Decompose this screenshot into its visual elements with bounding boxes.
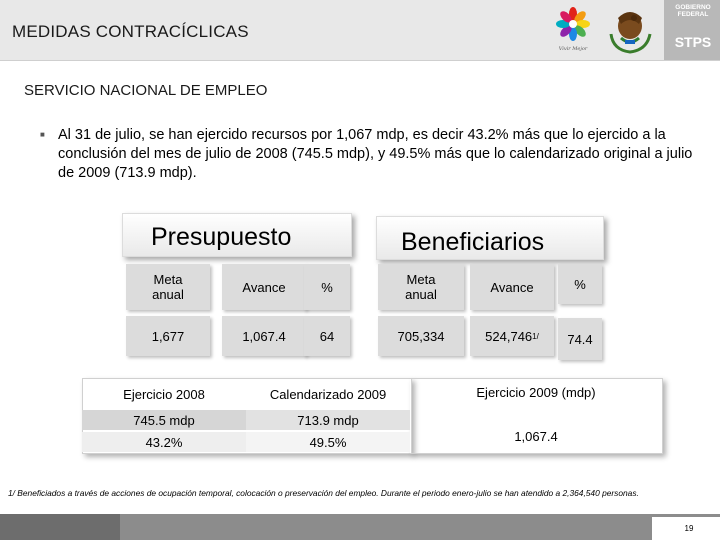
comparison-header-2008: Ejercicio 2008	[82, 384, 246, 404]
gobierno-federal-label: GOBIERNO FEDERAL	[675, 4, 711, 18]
comparison-cal2009-mdp: 713.9 mdp	[246, 410, 410, 430]
comparison-header-2008-text: Ejercicio 2008	[123, 386, 205, 402]
beneficiarios-title: Beneficiarios	[376, 216, 604, 260]
presupuesto-value-avance: 1,067.4	[222, 316, 306, 356]
comparison-header-cal2009: Calendarizado 2009	[246, 384, 410, 404]
vivir-mejor-logo-icon: Vivir Mejor	[556, 7, 590, 52]
stps-logo-box	[664, 0, 720, 60]
beneficiarios-header-avance: Avance	[470, 264, 554, 310]
footnote: 1/ Beneficiados a través de acciones de …	[8, 488, 639, 498]
comparison-cal2009-pct: 49.5%	[246, 432, 410, 452]
beneficiarios-header-pct-text: %	[574, 276, 586, 292]
presupuesto-header-meta-text: Meta anual	[152, 272, 184, 302]
logo-caption: Vivir Mejor	[559, 46, 588, 52]
beneficiarios-header-meta-text: Meta anual	[405, 272, 437, 302]
footnote-mark: 1/	[532, 331, 539, 341]
mexico-coat-of-arms-icon	[609, 12, 652, 54]
bullet-square-icon: ■	[40, 130, 45, 139]
presupuesto-title-text: Presupuesto	[151, 223, 292, 251]
comparison-2008-mdp-text: 745.5 mdp	[133, 412, 195, 428]
comparison-2008-mdp: 745.5 mdp	[82, 410, 246, 430]
comparison-box-right	[410, 378, 663, 454]
comparison-2008-pct: 43.2%	[82, 432, 246, 452]
beneficiarios-value-meta-text: 705,334	[397, 328, 445, 344]
beneficiarios-value-avance-text: 524,746	[485, 328, 533, 344]
presupuesto-title: Presupuesto	[122, 213, 352, 257]
presupuesto-header-avance-text: Avance	[242, 279, 286, 295]
beneficiarios-value-avance: 524,746 1/	[470, 316, 554, 356]
comparison-2009-total-text: 1,067.4	[514, 428, 558, 444]
comparison-2008-pct-text: 43.2%	[145, 434, 183, 450]
beneficiarios-header-pct: %	[558, 264, 602, 304]
bullet-paragraph: Al 31 de julio, se han ejercido recursos…	[58, 127, 693, 181]
footer-bar	[0, 514, 720, 540]
beneficiarios-title-text: Beneficiarios	[401, 228, 545, 256]
beneficiarios-value-pct-text: 74.4	[567, 331, 593, 347]
presupuesto-value-pct: 64	[304, 316, 350, 356]
presupuesto-header-pct: %	[304, 264, 350, 310]
presupuesto-value-meta-text: 1,677	[151, 328, 185, 344]
slide-header	[0, 0, 720, 61]
comparison-cal2009-mdp-text: 713.9 mdp	[297, 412, 359, 428]
slide-title: MEDIDAS CONTRACÍCLICAS	[12, 22, 249, 41]
section-title: SERVICIO NACIONAL DE EMPLEO	[24, 82, 268, 99]
comparison-header-cal2009-text: Calendarizado 2009	[269, 386, 387, 402]
presupuesto-value-meta: 1,677	[126, 316, 210, 356]
page-number-box	[652, 517, 720, 540]
stps-label: STPS	[674, 34, 712, 50]
presupuesto-header-pct-text: %	[321, 279, 333, 295]
footer-accent	[0, 514, 120, 540]
presupuesto-value-pct-text: 64	[319, 328, 335, 344]
beneficiarios-value-pct: 74.4	[558, 318, 602, 360]
page-number: 19	[684, 524, 694, 533]
presupuesto-value-avance-text: 1,067.4	[242, 328, 286, 344]
comparison-header-2009-text: Ejercicio 2009 (mdp)	[476, 384, 596, 400]
beneficiarios-header-avance-text: Avance	[490, 279, 534, 295]
presupuesto-header-meta: Meta anual	[126, 264, 210, 310]
comparison-header-2009: Ejercicio 2009 (mdp)	[418, 382, 654, 402]
beneficiarios-header-meta: Meta anual	[378, 264, 464, 310]
beneficiarios-value-meta: 705,334	[378, 316, 464, 356]
presupuesto-header-avance: Avance	[222, 264, 306, 310]
comparison-cal2009-pct-text: 49.5%	[309, 434, 347, 450]
comparison-2009-total: 1,067.4	[418, 424, 654, 448]
